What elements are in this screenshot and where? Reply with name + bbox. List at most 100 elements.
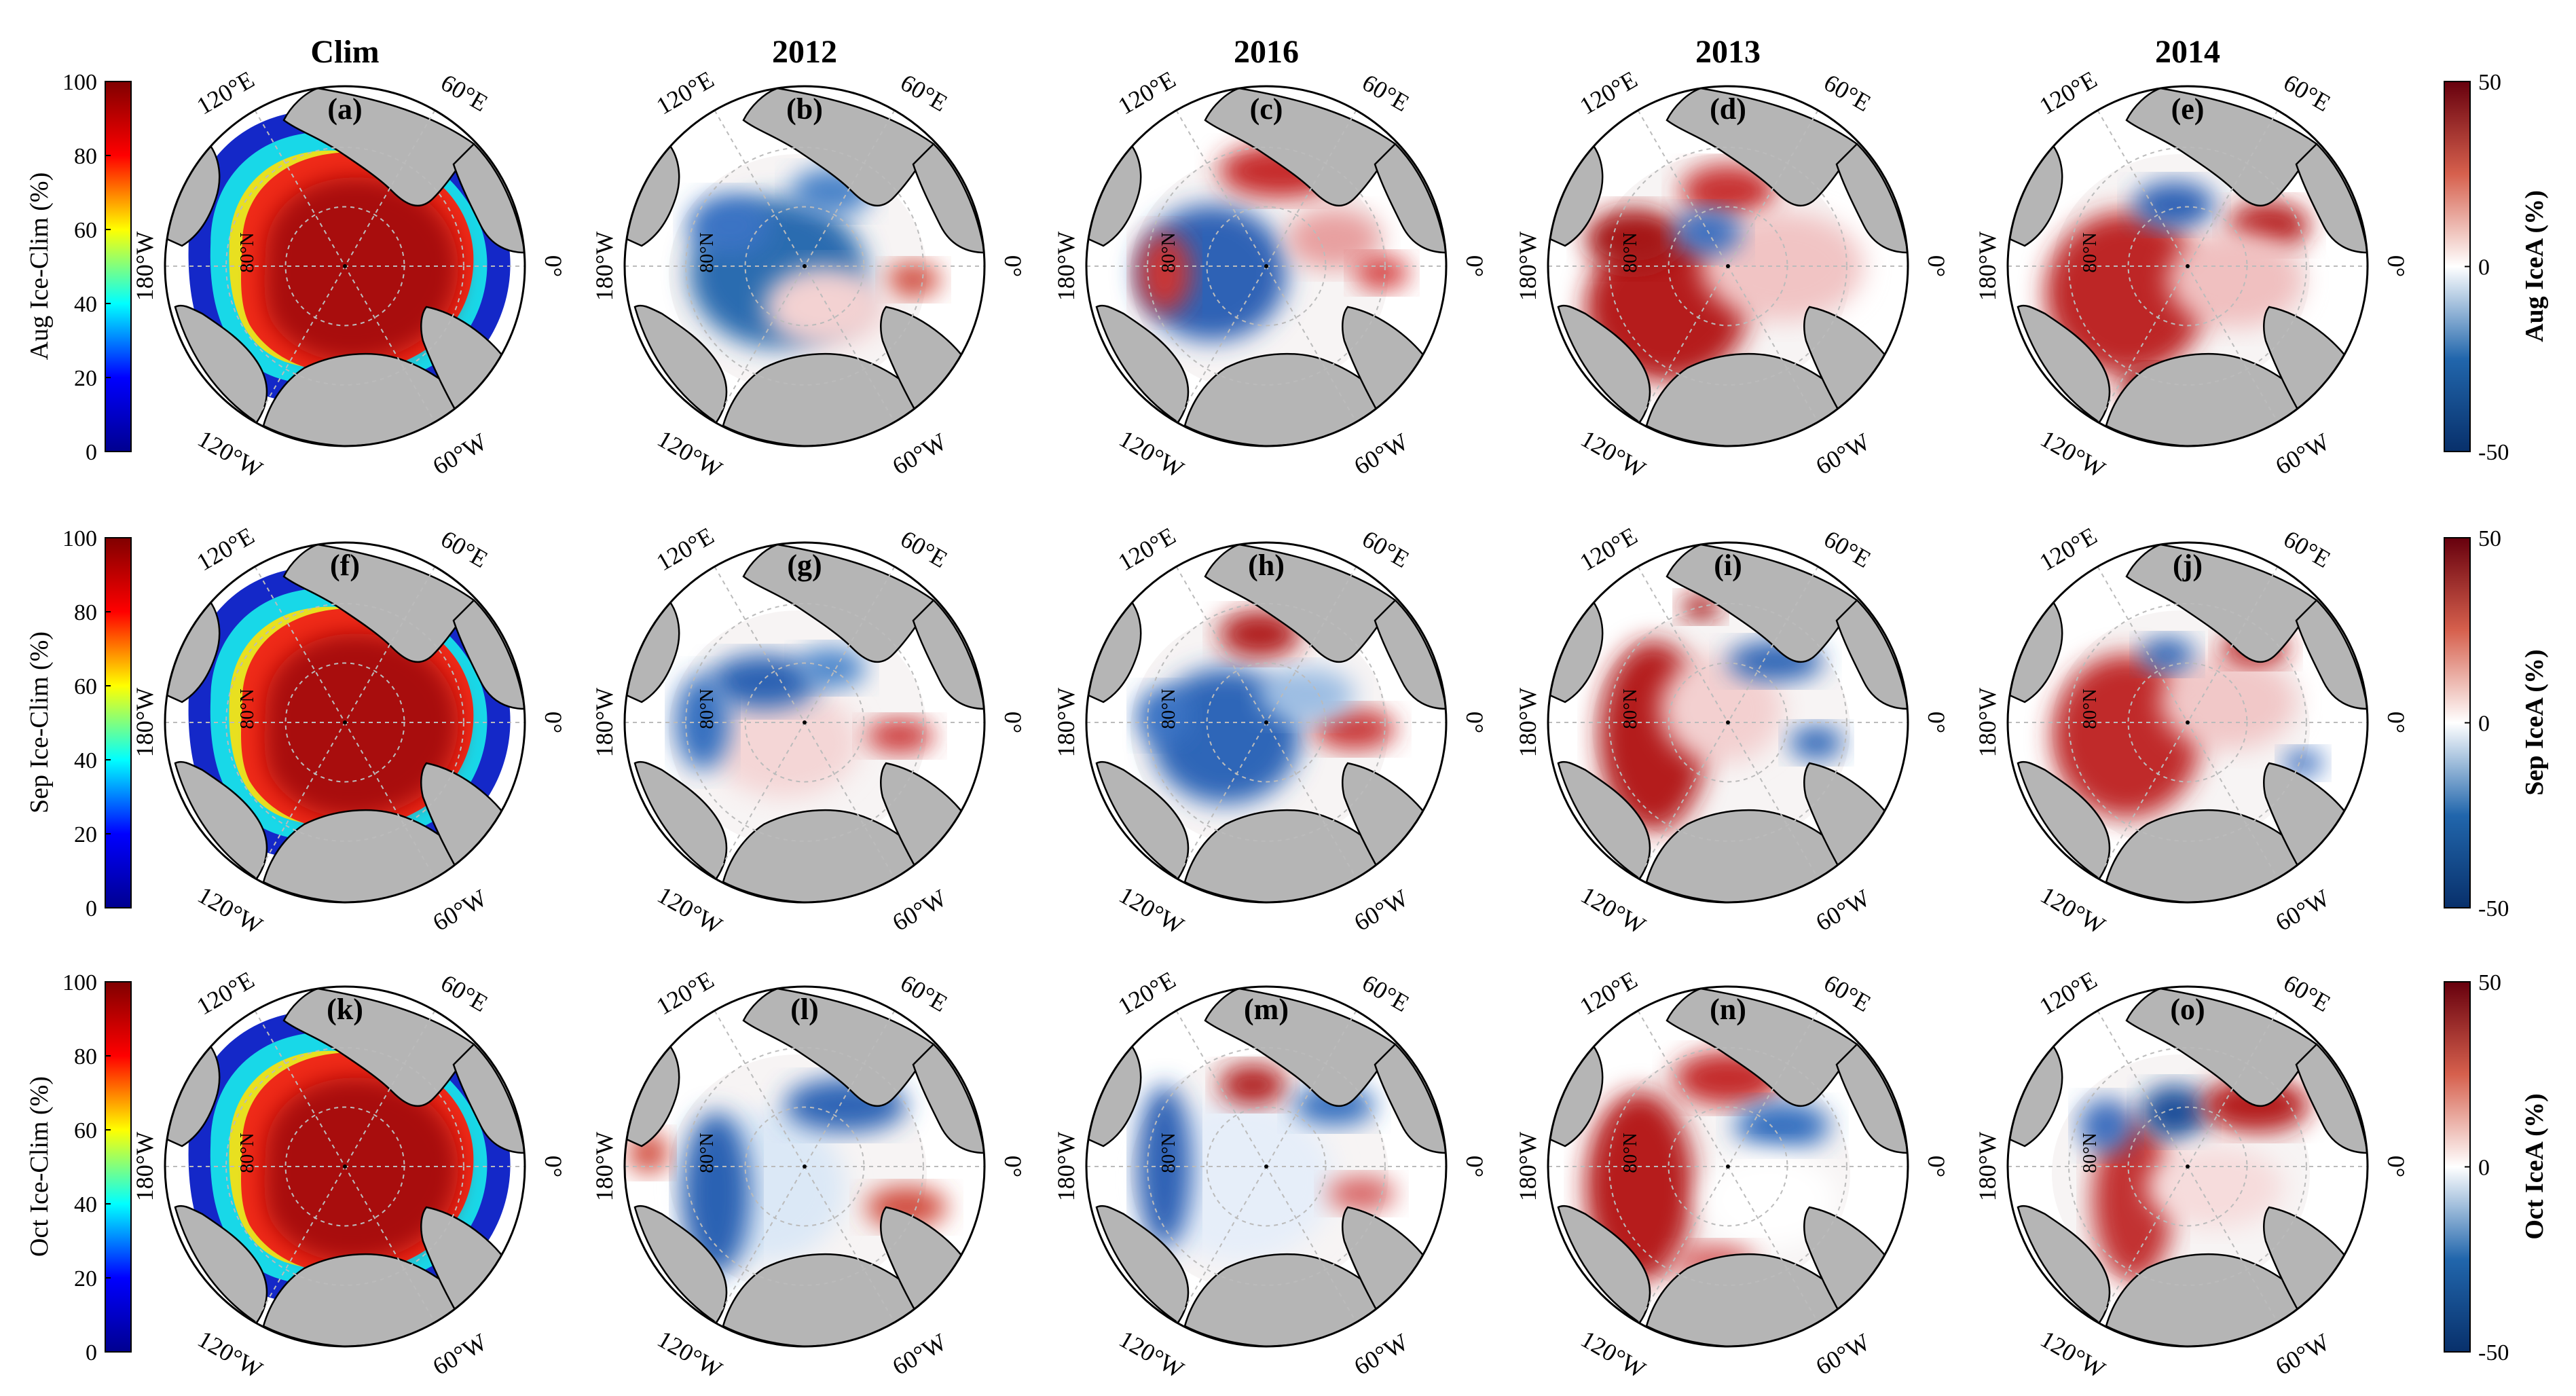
map-border	[164, 85, 526, 447]
label-120W: 120°W	[2036, 425, 2110, 483]
map-panel-k: (k) 120°E 60°E 180°W 0° 120°W 60°W 80°N	[131, 966, 567, 1384]
left-colorbar-tick: 80	[74, 1044, 97, 1069]
label-120E: 120°E	[2035, 66, 2101, 120]
map-border	[623, 541, 986, 904]
map-panel-a: (a) 120°E 60°E 180°W 0° 120°W 60°W 80°N	[131, 66, 567, 483]
label-60E: 60°E	[1358, 969, 1414, 1017]
label-80N: 80°N	[697, 1133, 718, 1173]
left-colorbar-tick: 100	[62, 970, 97, 995]
label-80N: 80°N	[237, 1133, 258, 1173]
label-120E: 120°E	[192, 522, 259, 576]
label-60E: 60°E	[896, 525, 953, 573]
left-colorbar-tick: 100	[62, 526, 97, 551]
map-border	[623, 985, 986, 1348]
left-colorbar-tick: 20	[74, 366, 97, 391]
label-120E: 120°E	[1114, 966, 1180, 1021]
right-colorbar-tick: 50	[2478, 526, 2501, 551]
label-80N: 80°N	[1158, 1133, 1179, 1173]
north-pole-marker	[2186, 1164, 2190, 1169]
left-colorbar: 0 20 40 60 80 100 Aug Ice-Clim (%)	[25, 70, 132, 465]
right-colorbar-tick: -50	[2478, 896, 2509, 921]
map-border	[1085, 541, 1448, 904]
anomaly-field	[669, 610, 934, 848]
label-60E: 60°E	[1820, 969, 1876, 1017]
map-border	[2006, 985, 2369, 1348]
north-pole-marker	[2186, 720, 2190, 724]
label-180W: 180°W	[1514, 232, 1541, 301]
label-0: 0°	[2382, 1156, 2410, 1177]
label-0: 0°	[540, 1156, 567, 1177]
map-border	[623, 85, 986, 447]
panel-letter: (h)	[1248, 549, 1285, 582]
land	[625, 987, 985, 1346]
map-border	[2006, 85, 2369, 447]
label-80N: 80°N	[2080, 232, 2101, 272]
anomaly-field	[1592, 593, 1850, 848]
label-60W: 60°W	[1349, 428, 1412, 480]
label-60W: 60°W	[1349, 1328, 1412, 1380]
label-60E: 60°E	[1820, 69, 1876, 117]
label-80N: 80°N	[237, 688, 258, 729]
label-120E: 120°E	[652, 66, 718, 120]
label-180W: 180°W	[1974, 232, 2001, 301]
panel-letter: (g)	[787, 549, 822, 582]
label-80N: 80°N	[697, 232, 718, 272]
right-colorbar-label: Sep IceA (%)	[2520, 649, 2549, 795]
label-80N: 80°N	[1620, 232, 1641, 272]
map-panel-h: (h) 120°E 60°E 180°W 0° 120°W 60°W 80°N	[1052, 522, 1488, 940]
column-header-3: 2013	[1695, 34, 1761, 70]
map-panel-j: (j) 120°E 60°E 180°W 0° 120°W 60°W 80°N	[1974, 522, 2410, 940]
right-colorbar: -50 0 50 Sep IceA (%)	[2444, 526, 2549, 921]
land	[1549, 987, 1908, 1346]
map-panel-c: (c) 120°E 60°E 180°W 0° 120°W 60°W 80°N	[1052, 66, 1488, 483]
panel-letter: (n)	[1710, 993, 1746, 1026]
panel-letter: (o)	[2170, 993, 2205, 1026]
label-0: 0°	[1923, 255, 1950, 277]
anomaly-field	[1130, 1054, 1395, 1292]
label-120W: 120°W	[2036, 1325, 2110, 1384]
label-80N: 80°N	[697, 688, 718, 729]
map-panel-i: (i) 120°E 60°E 180°W 0° 120°W 60°W 80°N	[1514, 522, 1950, 940]
label-60W: 60°W	[1349, 884, 1412, 936]
right-colorbar-tick: -50	[2478, 1340, 2509, 1365]
label-60W: 60°W	[428, 884, 491, 936]
map-panel-o: (o) 120°E 60°E 180°W 0° 120°W 60°W 80°N	[1974, 966, 2410, 1384]
left-colorbar-tick: 80	[74, 144, 97, 169]
left-colorbar-tick: 20	[74, 822, 97, 847]
map-border	[164, 985, 526, 1348]
label-60W: 60°W	[2270, 428, 2334, 480]
right-colorbar: -50 0 50 Aug IceA (%)	[2444, 70, 2549, 465]
right-colorbar-tick: 0	[2478, 1156, 2490, 1181]
label-60W: 60°W	[428, 428, 491, 480]
map-border	[2006, 541, 2369, 904]
label-120E: 120°E	[192, 966, 259, 1021]
right-colorbar-label: Aug IceA (%)	[2520, 190, 2549, 342]
left-colorbar-tick: 60	[74, 1118, 97, 1143]
label-120E: 120°E	[2035, 522, 2101, 576]
map-panel-n: (n) 120°E 60°E 180°W 0° 120°W 60°W 80°N	[1514, 966, 1950, 1384]
label-180W: 180°W	[591, 688, 618, 757]
north-pole-marker	[803, 264, 807, 268]
label-120W: 120°W	[194, 425, 268, 483]
right-colorbar-label: Oct IceA (%)	[2520, 1093, 2549, 1239]
panel-letter: (a)	[327, 92, 362, 126]
label-180W: 180°W	[1052, 232, 1080, 301]
label-60W: 60°W	[428, 1328, 491, 1380]
anomaly-field	[2052, 1054, 2310, 1292]
panel-letter: (j)	[2173, 549, 2203, 582]
left-colorbar-tick: 20	[74, 1266, 97, 1291]
map-border	[1085, 985, 1448, 1348]
left-colorbar-tick: 40	[74, 1192, 97, 1217]
label-80N: 80°N	[1620, 1133, 1641, 1173]
column-header-2: 2016	[1234, 34, 1299, 70]
label-180W: 180°W	[1974, 1132, 2001, 1201]
label-120W: 120°W	[653, 425, 727, 483]
panel-letter: (e)	[2171, 92, 2205, 126]
north-pole-marker	[803, 1164, 807, 1169]
label-180W: 180°W	[1974, 688, 2001, 757]
anomaly-field	[1130, 610, 1395, 848]
land	[166, 987, 525, 1346]
map-border	[1547, 85, 1909, 447]
left-colorbar-tick: 0	[86, 1340, 97, 1365]
